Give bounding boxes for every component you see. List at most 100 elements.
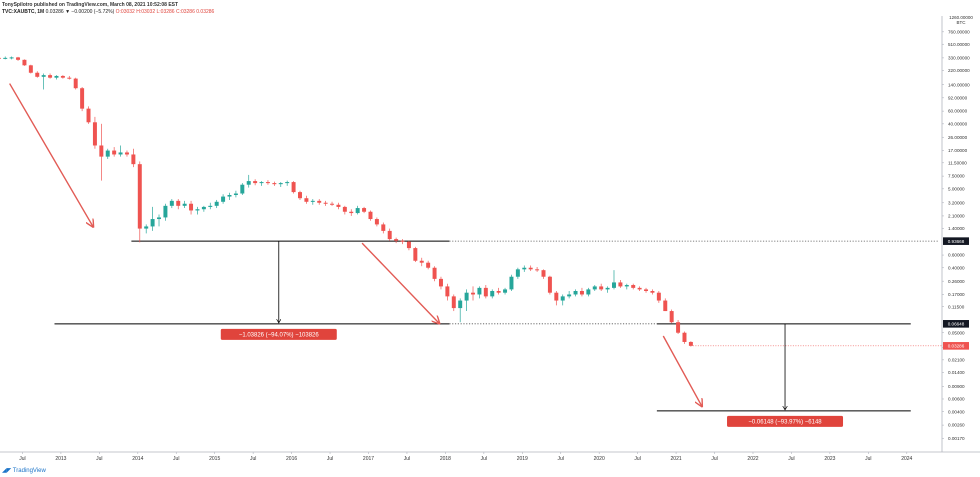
candle-body — [182, 203, 187, 206]
ohlc-readout: O:03032 H:03032 L:03286 C:03286 0.03286 — [115, 9, 215, 15]
candle-body — [144, 226, 149, 229]
candle-body — [362, 208, 367, 212]
candle-body — [406, 241, 411, 249]
y-tick-label: 0.02100 — [948, 357, 965, 362]
x-tick-label: Jul — [404, 456, 410, 462]
candle-body — [304, 198, 309, 202]
trend-arrow — [361, 242, 439, 323]
publisher-line: TonySpilotro published on TradingView.co… — [2, 2, 178, 8]
candle-body — [118, 152, 123, 155]
candle-body — [631, 285, 636, 288]
price-label-box — [943, 320, 969, 328]
y-tick-label: 0.11500 — [948, 304, 965, 309]
x-tick-label: Jul — [634, 456, 640, 462]
candle-body — [547, 276, 552, 293]
x-tick-label: Jul — [19, 456, 25, 462]
measure-label: −1.03826 (−94.07%) −103826 — [239, 332, 320, 338]
candle-body — [349, 211, 354, 214]
candle-body — [189, 203, 194, 211]
candle-body — [3, 57, 8, 59]
candle-body — [458, 300, 463, 309]
candle-body — [169, 200, 174, 206]
candle-body — [150, 219, 155, 227]
candle-body — [310, 200, 315, 202]
candle-body — [560, 296, 565, 301]
candle-body — [464, 292, 469, 301]
candle-body — [432, 267, 437, 279]
candle-body — [48, 75, 53, 78]
candle-body — [208, 205, 213, 207]
candle-body — [400, 240, 405, 242]
y-axis-unit: BTC — [957, 20, 967, 25]
candle-body — [586, 289, 591, 295]
candle-body — [522, 267, 527, 270]
change-readout: 0.03286 ▼ −0.00200 (−5.72%) — [45, 9, 115, 15]
candle-body — [426, 262, 431, 268]
y-tick-label: 0.00400 — [948, 409, 965, 414]
candle-body — [618, 282, 623, 287]
candle-body — [509, 276, 514, 290]
candle-body — [579, 291, 584, 295]
candle-body — [445, 286, 450, 297]
y-tick-label: 92.00000 — [948, 95, 968, 100]
x-tick-label: 2022 — [747, 456, 758, 462]
symbol-label: TVC:XAUBTC, 1M — [2, 9, 45, 15]
candle-body — [73, 78, 78, 89]
measure-box — [220, 328, 337, 340]
candle-body — [246, 181, 251, 185]
x-tick-label: Jul — [173, 456, 179, 462]
candle-body — [368, 211, 373, 220]
candle-body — [490, 291, 495, 297]
x-tick-label: Jul — [711, 456, 717, 462]
candle-body — [387, 230, 392, 240]
candle-body — [201, 206, 206, 210]
x-tick-label: 2023 — [824, 456, 835, 462]
x-tick-label: 2019 — [517, 456, 528, 462]
brand-label: TradingView — [12, 468, 46, 474]
tradingview-logo[interactable]: ◢◤ TradingView — [2, 467, 46, 474]
candle-body — [298, 192, 302, 199]
candle-body — [535, 269, 540, 271]
candle-body — [195, 209, 200, 211]
candle-body — [599, 286, 604, 290]
price-label: 0.06648 — [948, 322, 965, 327]
candle-body — [265, 182, 270, 184]
candle-body — [16, 57, 21, 60]
y-tick-label: 0.00260 — [948, 423, 965, 428]
candle-body — [394, 239, 399, 241]
y-tick-label: 7.50000 — [948, 174, 965, 179]
y-tick-label: 760.00000 — [948, 29, 970, 34]
x-tick-label: 2021 — [671, 456, 682, 462]
y-tick-label: 17.00000 — [948, 148, 968, 153]
x-tick-label: Jul — [788, 456, 794, 462]
x-tick-label: 2013 — [55, 456, 66, 462]
y-tick-label: 510.00000 — [948, 42, 970, 47]
y-tick-label: 5.00000 — [948, 186, 965, 191]
candle-body — [137, 164, 142, 229]
trend-arrow — [9, 83, 93, 227]
candle-body — [336, 204, 341, 207]
y-axis-top-label: 1260.00000 — [949, 15, 973, 20]
candle-body — [285, 182, 290, 184]
candle-body — [176, 200, 181, 206]
y-tick-label: 220.00000 — [948, 68, 970, 73]
x-tick-label: 2020 — [594, 456, 605, 462]
candle-body — [656, 292, 661, 301]
measure-label: −0.06148 (−93.97%) −6148 — [748, 419, 822, 425]
candle-body — [496, 291, 501, 293]
candle-body — [567, 294, 572, 297]
candle-body — [291, 182, 296, 193]
candle-body — [323, 202, 328, 204]
y-tick-label: 2.10000 — [948, 214, 965, 219]
y-tick-label: 0.60000 — [948, 253, 965, 258]
candle-body — [253, 181, 258, 184]
candle-body — [483, 287, 488, 297]
candle-body — [28, 65, 33, 73]
candle-body — [124, 152, 129, 155]
candle-body — [330, 203, 335, 205]
candle-body — [355, 208, 360, 214]
candle-body — [451, 296, 456, 309]
candle-body — [278, 183, 283, 185]
candle-body — [682, 332, 687, 342]
